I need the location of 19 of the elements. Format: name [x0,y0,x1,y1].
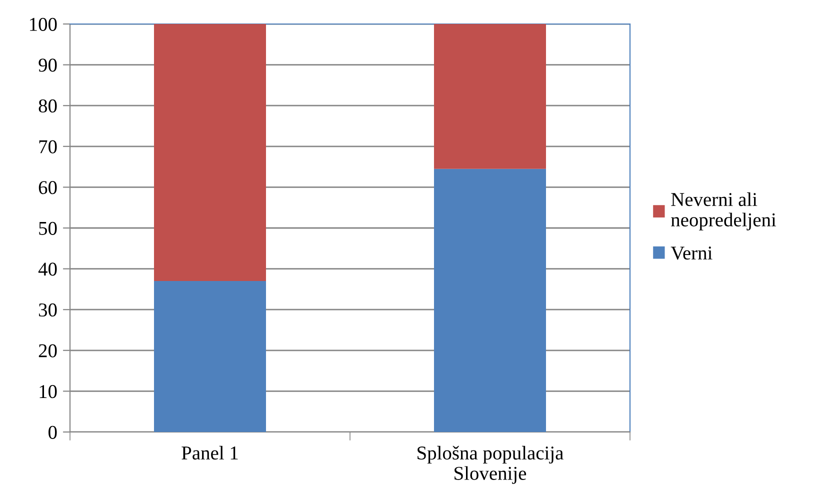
bar [154,24,266,282]
x-tick-label: Splošna populacija Slovenije [418,446,564,484]
legend-label: Verni [670,246,712,260]
bar [154,281,266,432]
y-tick-label: 40 [38,262,57,276]
bar [434,24,546,169]
legend-label: Neverni ali neopredeljeni [671,192,776,230]
y-tick-label: 20 [38,344,57,358]
y-tick-label: 100 [30,18,57,31]
y-tick-label: 30 [38,303,57,317]
y-tick-label: 70 [39,140,57,154]
x-tick-label: Panel 1 [182,446,238,460]
y-tick-label: 60 [38,181,57,194]
y-tick-label: 0 [48,426,57,439]
bar [434,168,546,432]
y-tick-label: 80 [38,99,57,113]
y-tick-label: 50 [39,222,57,235]
y-tick-label: 90 [38,58,57,72]
y-tick-label: 10 [40,385,57,398]
